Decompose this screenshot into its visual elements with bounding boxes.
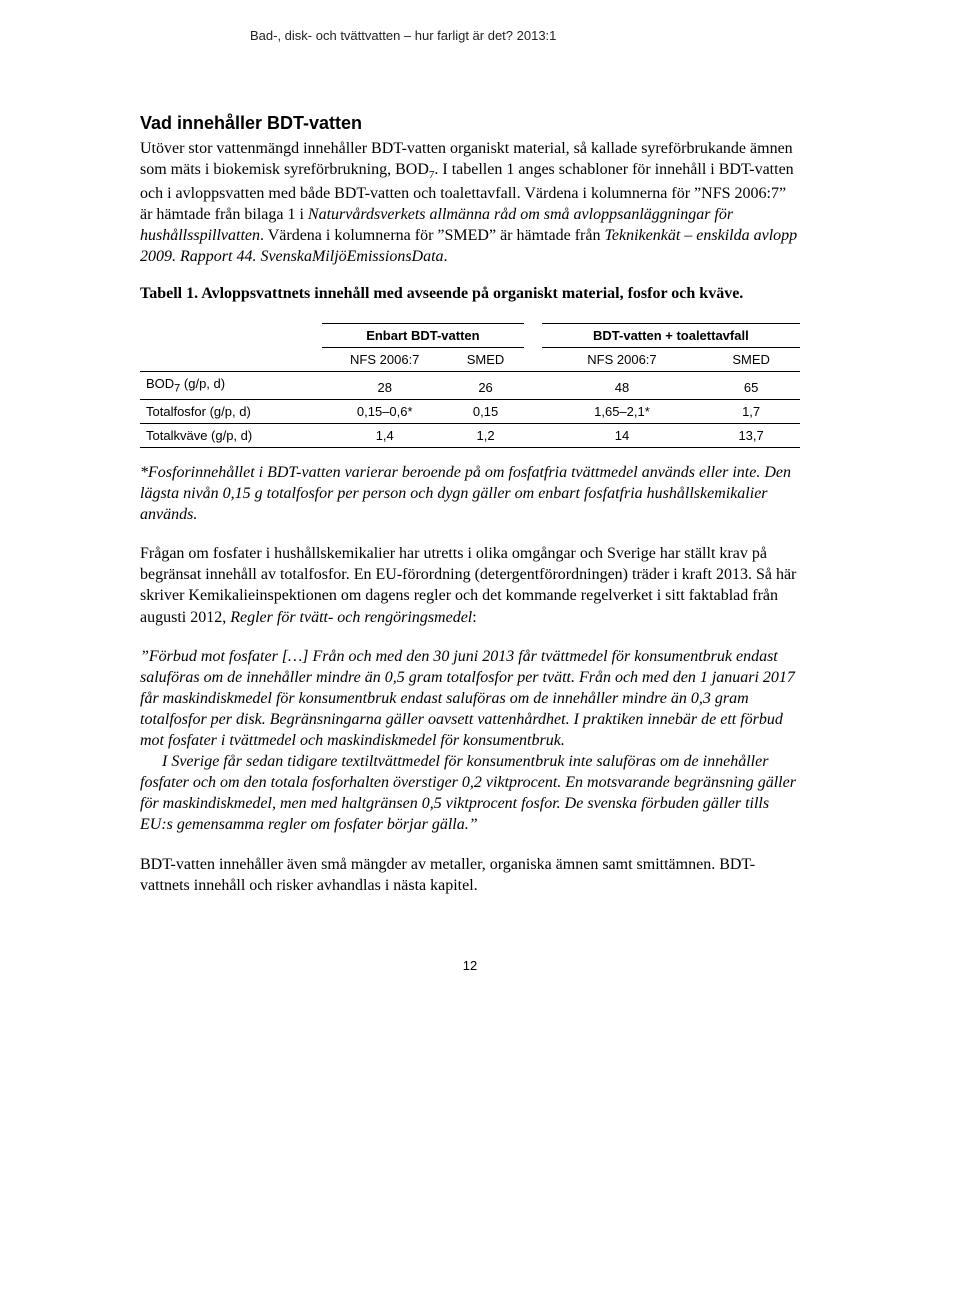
table-cell: 1,4 [322,423,447,447]
quote-paragraph: I Sverige får sedan tidigare textiltvätt… [140,751,800,835]
table-cell: 0,15–0,6* [322,399,447,423]
table-cell: 48 [542,372,702,400]
document-page: Bad-, disk- och tvättvatten – hur farlig… [0,0,960,1013]
table-cell: 1,2 [447,423,523,447]
content-table: Enbart BDT-vatten BDT-vatten + toalettav… [140,323,800,448]
table-row: BOD7 (g/p, d) 28 26 48 65 [140,372,800,400]
table-cell: 65 [702,372,800,400]
table-cell: 13,7 [702,423,800,447]
table-subheader-row: NFS 2006:7 SMED NFS 2006:7 SMED [140,348,800,372]
body-paragraph: Frågan om fosfater i hushållskemikalier … [140,543,800,627]
table-cell: 26 [447,372,523,400]
table-group-header-row: Enbart BDT-vatten BDT-vatten + toalettav… [140,324,800,348]
table-row: Totalfosfor (g/p, d) 0,15–0,6* 0,15 1,65… [140,399,800,423]
table-caption: Tabell 1. Avloppsvattnets innehåll med a… [140,285,800,303]
table-row-label: BOD7 (g/p, d) [140,372,322,400]
table-cell: 1,7 [702,399,800,423]
table-empty-corner [140,324,322,348]
intro-paragraph: Utöver stor vattenmängd innehåller BDT-v… [140,138,800,267]
table-footnote: *Fosforinnehållet i BDT-vatten varierar … [140,462,800,525]
table-cell: 0,15 [447,399,523,423]
table-cell: 14 [542,423,702,447]
table-row-label: Totalfosfor (g/p, d) [140,399,322,423]
table-subheader: NFS 2006:7 [322,348,447,372]
table-subheader: NFS 2006:7 [542,348,702,372]
running-header: Bad-, disk- och tvättvatten – hur farlig… [250,28,800,43]
table-group-header: BDT-vatten + toalettavfall [542,324,800,348]
table-cell: 28 [322,372,447,400]
table-cell: 1,65–2,1* [542,399,702,423]
table-subheader: SMED [702,348,800,372]
body-paragraph: BDT-vatten innehåller även små mängder a… [140,854,800,896]
table-row-label: Totalkväve (g/p, d) [140,423,322,447]
table-group-header: Enbart BDT-vatten [322,324,524,348]
section-heading: Vad innehåller BDT-vatten [140,113,800,134]
table-row: Totalkväve (g/p, d) 1,4 1,2 14 13,7 [140,423,800,447]
quote-paragraph: ”Förbud mot fosfater […] Från och med de… [140,646,800,752]
page-number: 12 [140,958,800,973]
table-subheader: SMED [447,348,523,372]
